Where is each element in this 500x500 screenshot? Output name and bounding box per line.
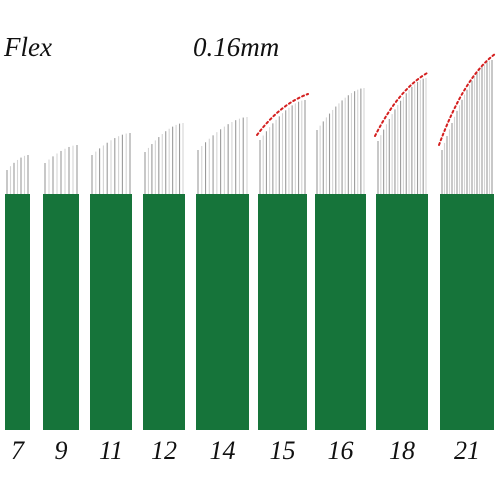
flex-title: Flex: [4, 32, 52, 62]
blade-11: [90, 133, 132, 430]
blade-label-7: 7: [11, 436, 24, 465]
blade-base: [5, 194, 30, 430]
needle-size-title: 0.16mm: [193, 32, 280, 62]
blade-label-11: 11: [98, 436, 124, 465]
blade-label-12: 12: [151, 436, 177, 465]
blade-label-14: 14: [209, 436, 236, 465]
blade-7: [5, 155, 30, 430]
curve-marker: [438, 53, 496, 146]
blade-label-18: 18: [389, 436, 415, 465]
blade-base: [440, 194, 494, 430]
blade-base: [196, 194, 249, 430]
blade-label-21: 21: [454, 436, 480, 465]
blade-15: [256, 93, 309, 430]
blade-18: [374, 71, 430, 430]
blade-9: [43, 145, 79, 430]
blade-base: [376, 194, 428, 430]
blade-label-9: 9: [54, 436, 68, 465]
blade-12: [143, 123, 185, 430]
blade-16: [315, 88, 366, 430]
curve-marker: [374, 71, 430, 137]
blade-base: [258, 194, 307, 430]
blade-21: [438, 53, 496, 430]
blade-base: [43, 194, 79, 430]
blade-base: [315, 194, 366, 430]
blade-base: [143, 194, 185, 430]
curve-marker: [256, 93, 309, 136]
blade-label-15: 15: [269, 436, 296, 465]
blade-base: [90, 194, 132, 430]
blade-14: [196, 117, 249, 430]
blade-label-16: 16: [327, 436, 354, 465]
